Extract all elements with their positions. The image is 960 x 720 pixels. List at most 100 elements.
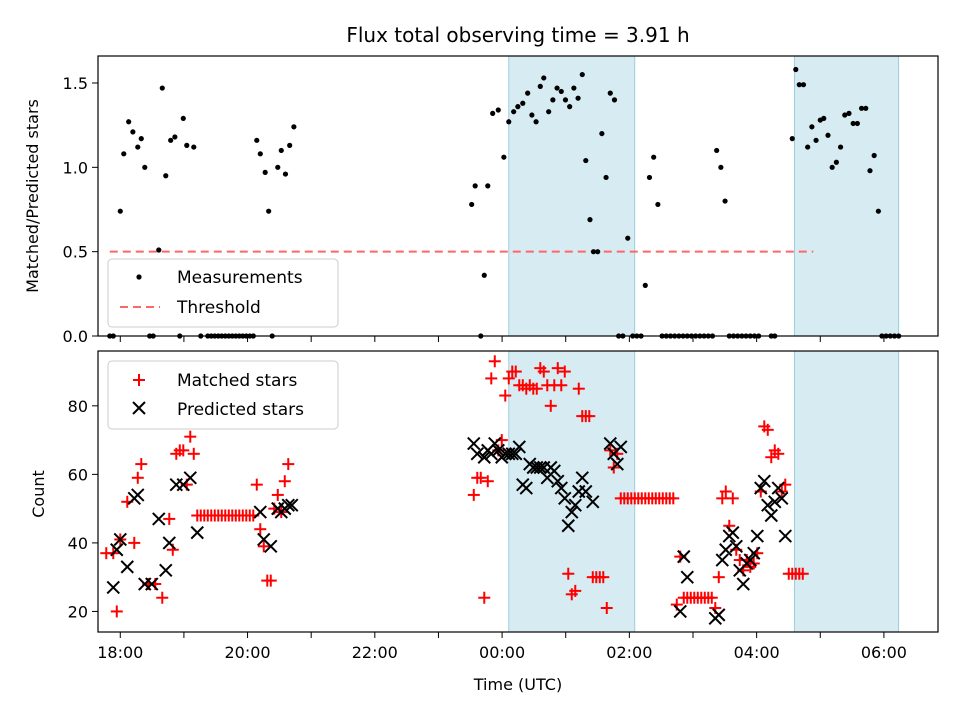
bottom-y-tick-label-2: 60 <box>68 465 88 484</box>
predicted-marker-swatch <box>132 401 146 415</box>
measurement-point-59 <box>533 119 539 125</box>
bottom-shaded-regions <box>508 350 900 633</box>
predicted-point-28 <box>488 436 502 451</box>
predicted-point-5 <box>131 488 145 502</box>
measurement-point-56 <box>520 100 526 106</box>
measurement-point-38 <box>266 208 272 214</box>
measurement-points <box>107 66 902 339</box>
predicted-point-9 <box>159 563 173 578</box>
predicted-point-55 <box>586 495 600 509</box>
measurement-point-61 <box>541 75 547 81</box>
predicted-point-60 <box>673 604 687 619</box>
bottom-x-tick-label-2: 20:00 <box>224 643 270 662</box>
predicted-point-25 <box>477 450 491 464</box>
top-panel: 0.0 0.5 1.0 1.5 Matched/Predicted stars Mea… <box>23 55 939 346</box>
measurement-point-126 <box>833 159 839 165</box>
predicted-point-79 <box>764 508 778 523</box>
predicted-point-37 <box>519 481 533 495</box>
predicted-point-58 <box>610 457 624 471</box>
predicted-point-73 <box>743 553 757 567</box>
top-shaded-region-0 <box>508 55 636 337</box>
matched-point-10 <box>156 591 169 604</box>
measurement-point-18 <box>184 142 190 148</box>
predicted-point-61 <box>677 549 691 564</box>
predicted-star-markers <box>106 436 792 625</box>
measurement-point-2 <box>117 208 123 214</box>
predicted-point-17 <box>264 539 278 554</box>
bottom-x-tick-label-8: 02:00 <box>606 643 652 662</box>
measurement-point-15 <box>172 134 178 140</box>
predicted-point-68 <box>726 525 740 540</box>
top-x-ticks <box>119 336 885 342</box>
matched-point-120 <box>726 492 739 505</box>
chart-title: Flux total observing time = 3.91 h <box>346 23 689 47</box>
predicted-point-23 <box>467 436 481 451</box>
predicted-point-22 <box>285 498 299 512</box>
predicted-point-66 <box>719 543 733 557</box>
measurement-point-46 <box>472 183 478 189</box>
measurement-point-85 <box>642 282 648 288</box>
predicted-point-65 <box>715 553 729 567</box>
matched-point-6 <box>131 471 144 484</box>
predicted-point-82 <box>775 491 789 506</box>
bottom-y-ticks: 20 40 60 80 <box>68 397 98 621</box>
predicted-point-2 <box>113 532 127 547</box>
predicted-point-62 <box>680 570 694 584</box>
measurement-point-69 <box>575 95 581 101</box>
measurement-point-50 <box>490 110 496 116</box>
matched-point-76 <box>572 382 585 395</box>
predicted-point-8 <box>152 512 166 526</box>
matched-point-18 <box>187 447 200 460</box>
predicted-point-80 <box>768 495 782 509</box>
bottom-legend-frame <box>107 360 339 430</box>
top-y-tick-label-0: 0.0 <box>63 327 88 346</box>
matched-point-117 <box>716 492 729 505</box>
measurement-point-63 <box>550 97 556 103</box>
measurement-point-37 <box>262 169 268 175</box>
predicted-point-34 <box>509 447 523 461</box>
measurement-point-58 <box>529 112 535 118</box>
measurement-point-77 <box>607 90 613 96</box>
matched-point-40 <box>264 574 277 587</box>
bottom-x-tick-label-12: 06:00 <box>861 643 907 662</box>
measurement-point-81 <box>625 235 631 241</box>
measurement-point-4 <box>126 119 132 125</box>
measurement-point-104 <box>722 198 728 204</box>
predicted-point-81 <box>771 481 785 495</box>
predicted-point-77 <box>757 474 771 488</box>
measurement-point-8 <box>142 164 148 170</box>
bottom-x-ticks: 18:00 20:00 22:00 00:00 02:00 04:00 06:00 <box>97 632 907 662</box>
matched-point-5 <box>128 536 141 549</box>
predicted-point-13 <box>183 471 197 485</box>
measurement-point-12 <box>159 85 165 91</box>
matched-point-44 <box>278 475 291 488</box>
measurement-point-123 <box>821 115 827 122</box>
matched-marker-swatch <box>133 374 145 386</box>
matched-point-48 <box>474 471 487 484</box>
measurement-point-7 <box>138 136 144 142</box>
matched-point-50 <box>481 475 494 488</box>
predicted-point-35 <box>512 440 526 454</box>
matched-point-72 <box>558 365 571 378</box>
predicted-point-74 <box>747 546 761 560</box>
matched-point-45 <box>282 458 295 471</box>
measurement-point-41 <box>278 147 284 154</box>
measurement-point-75 <box>599 130 605 137</box>
measurement-point-87 <box>651 154 657 160</box>
predicted-point-49 <box>561 519 575 533</box>
legend-threshold-label: Threshold <box>176 298 261 318</box>
measurement-point-62 <box>546 109 552 115</box>
predicted-point-69 <box>729 539 743 554</box>
measurement-point-35 <box>254 137 260 143</box>
predicted-point-50 <box>565 505 579 519</box>
predicted-point-27 <box>484 447 498 461</box>
bottom-y-tick-label-3: 80 <box>68 397 88 416</box>
bottom-y-tick-label-0: 20 <box>68 602 88 621</box>
matched-point-71 <box>555 379 568 392</box>
matched-point-55 <box>499 389 512 402</box>
measurement-point-11 <box>156 247 162 253</box>
matched-point-56 <box>502 372 515 385</box>
predicted-point-24 <box>470 447 484 461</box>
matched-point-11 <box>163 512 176 525</box>
measurement-point-115 <box>789 136 795 142</box>
